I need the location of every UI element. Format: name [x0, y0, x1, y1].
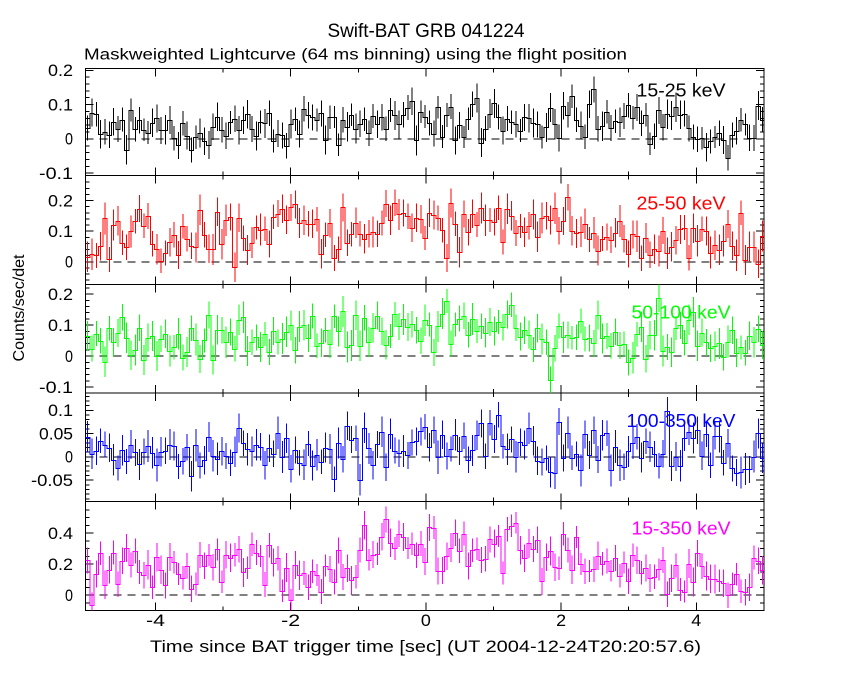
svg-text:-0.1: -0.1 [39, 378, 73, 397]
svg-text:0.1: 0.1 [48, 222, 73, 241]
svg-text:-2: -2 [281, 611, 300, 630]
svg-text:0.2: 0.2 [48, 61, 73, 80]
svg-text:0.05: 0.05 [39, 424, 73, 443]
svg-text:Time since BAT trigger time [s: Time since BAT trigger time [sec] (UT 20… [150, 638, 701, 656]
svg-text:Maskweighted Lightcurve (64 ms: Maskweighted Lightcurve (64 ms binning) … [84, 47, 627, 64]
svg-text:Swift-BAT GRB 041224: Swift-BAT GRB 041224 [328, 21, 525, 42]
svg-text:0.2: 0.2 [48, 285, 73, 304]
svg-text:0.2: 0.2 [48, 555, 73, 574]
svg-text:-4: -4 [146, 611, 165, 630]
svg-text:0.1: 0.1 [48, 316, 73, 335]
svg-text:15-350 keV: 15-350 keV [632, 519, 731, 539]
svg-text:4: 4 [691, 611, 701, 630]
svg-text:0.2: 0.2 [48, 191, 73, 210]
svg-text:25-50 keV: 25-50 keV [637, 194, 726, 214]
svg-text:0.1: 0.1 [48, 95, 73, 114]
svg-text:15-25 keV: 15-25 keV [637, 81, 726, 101]
svg-text:0: 0 [65, 448, 73, 467]
svg-text:0: 0 [421, 611, 431, 630]
svg-text:0: 0 [65, 130, 73, 149]
svg-text:100-350 keV: 100-350 keV [627, 411, 736, 431]
svg-text:0.1: 0.1 [48, 401, 73, 420]
svg-text:-0.1: -0.1 [39, 164, 73, 183]
svg-text:0.4: 0.4 [48, 524, 73, 543]
svg-text:-0.05: -0.05 [31, 471, 73, 490]
svg-text:2: 2 [556, 611, 566, 630]
svg-text:0: 0 [65, 253, 73, 272]
svg-text:0: 0 [65, 347, 73, 366]
svg-text:50-100 keV: 50-100 keV [632, 303, 731, 323]
svg-text:Counts/sec/det: Counts/sec/det [11, 254, 28, 362]
svg-text:0: 0 [65, 586, 73, 605]
